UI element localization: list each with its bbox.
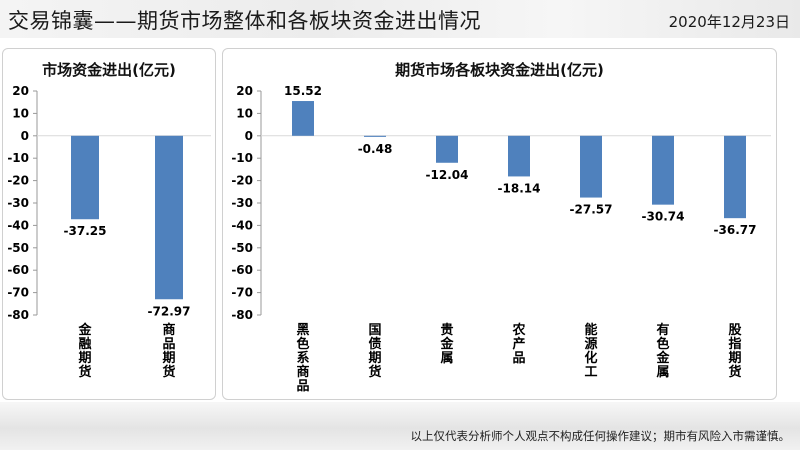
bar	[155, 136, 183, 299]
data-label: -30.74	[642, 210, 685, 224]
category-label-char: 能	[584, 322, 597, 338]
disclaimer: 以上仅代表分析师个人观点不构成任何操作建议；期市有风险入市需谨慎。	[411, 428, 791, 444]
y-tick-label: -60	[231, 263, 253, 277]
category-label-char: 期	[728, 351, 741, 366]
page-title: 交易锦囊——期货市场整体和各板块资金进出情况	[8, 5, 481, 35]
category-label-char: 货	[728, 364, 741, 380]
category-label-char: 金	[655, 350, 670, 366]
category-label-char: 融	[78, 336, 91, 352]
chart-panel-market: 市场资金进出(亿元) 20 10 0 -10 -20 -30 -40 -50 -60 -70 -80…	[2, 48, 216, 400]
category-label-char: 货	[162, 364, 175, 380]
data-label: -37.25	[64, 224, 107, 238]
bar	[364, 136, 386, 137]
category-label-char: 期	[368, 351, 381, 366]
category-label-char: 金	[77, 322, 92, 338]
category-label-char: 品	[296, 379, 309, 394]
category-label-char: 属	[656, 365, 669, 380]
category-label-char: 色	[656, 336, 669, 352]
category-label-char: 国	[368, 323, 381, 338]
bar	[436, 136, 458, 163]
category-label-char: 期	[78, 351, 91, 366]
y-tick-label: -70	[231, 286, 253, 300]
y-tick-label: -20	[231, 174, 253, 188]
category-label-char: 货	[78, 364, 91, 380]
category-label-char: 产	[512, 336, 525, 352]
data-label: -27.57	[570, 203, 613, 217]
data-label: -72.97	[148, 304, 191, 318]
category-label-char: 指	[728, 336, 741, 352]
category-label-char: 农	[511, 322, 525, 338]
chart-market-flow: 20100-10-20-30-40-50-60-70-80-37.25金融期货-…	[3, 49, 215, 399]
y-tick-label: -50	[231, 241, 253, 255]
bar	[580, 136, 602, 198]
y-tick-label: -60	[7, 263, 29, 277]
y-tick-label: 10	[12, 106, 29, 120]
data-label: -12.04	[426, 168, 469, 182]
category-label-char: 股	[728, 323, 741, 338]
category-label-char: 期	[162, 351, 175, 366]
category-label-char: 黑	[296, 323, 309, 338]
bar	[71, 136, 99, 219]
y-tick-label: -40	[7, 218, 29, 232]
bar	[652, 136, 674, 205]
y-tick-label: -50	[7, 241, 29, 255]
category-label-char: 系	[296, 350, 309, 366]
category-label-char: 属	[440, 351, 453, 366]
y-tick-label: 20	[236, 84, 253, 98]
data-label: -36.77	[714, 223, 757, 237]
category-label-char: 源	[584, 336, 597, 352]
y-tick-label: 20	[12, 84, 29, 98]
y-tick-label: -80	[231, 308, 253, 322]
category-label-char: 品	[512, 351, 525, 366]
category-label-char: 商	[162, 322, 175, 338]
y-tick-label: -30	[7, 196, 29, 210]
category-label-char: 工	[584, 365, 597, 380]
y-tick-label: 10	[236, 106, 253, 120]
chart-sector-flow: 20100-10-20-30-40-50-60-70-8015.52黑色系商品-…	[223, 49, 776, 399]
category-label-char: 有	[656, 322, 669, 338]
report-date: 2020年12月23日	[669, 11, 790, 32]
category-label-char: 色	[296, 336, 309, 352]
category-label-char: 债	[368, 336, 381, 352]
data-label: -0.48	[358, 142, 393, 156]
y-tick-label: -20	[7, 174, 29, 188]
data-label: -18.14	[498, 181, 541, 195]
category-label-char: 化	[584, 350, 597, 366]
y-tick-label: -80	[7, 308, 29, 322]
y-tick-label: 0	[21, 129, 29, 143]
category-label-char: 品	[162, 337, 175, 352]
y-tick-label: 0	[245, 129, 253, 143]
category-label-char: 金	[439, 336, 454, 352]
category-label-char: 商	[296, 364, 309, 380]
data-label: 15.52	[284, 84, 322, 98]
y-tick-label: -30	[231, 196, 253, 210]
y-tick-label: -40	[231, 218, 253, 232]
y-tick-label: -10	[231, 151, 253, 165]
chart-panel-sectors: 期货市场各板块资金进出(亿元) 20 10 0 -10 -20 -30 -40 -50 -60-…	[222, 48, 777, 400]
bar	[724, 136, 746, 218]
category-label-char: 贵	[440, 322, 453, 338]
y-tick-label: -10	[7, 151, 29, 165]
y-tick-label: -70	[7, 286, 29, 300]
bar	[292, 101, 314, 136]
category-label-char: 货	[368, 364, 381, 380]
bar	[508, 136, 530, 177]
